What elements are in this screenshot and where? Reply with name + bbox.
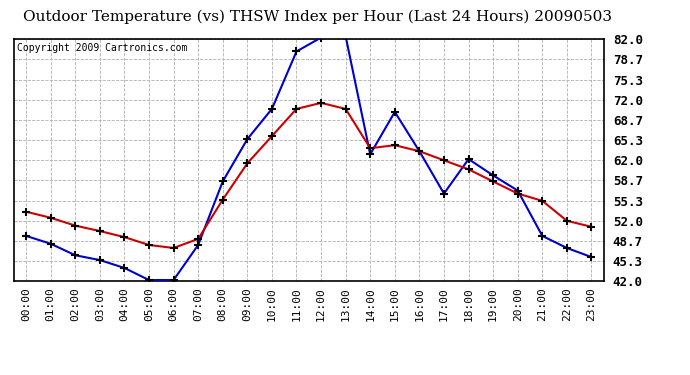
Text: Copyright 2009 Cartronics.com: Copyright 2009 Cartronics.com [17,43,187,53]
Text: Outdoor Temperature (vs) THSW Index per Hour (Last 24 Hours) 20090503: Outdoor Temperature (vs) THSW Index per … [23,9,612,24]
